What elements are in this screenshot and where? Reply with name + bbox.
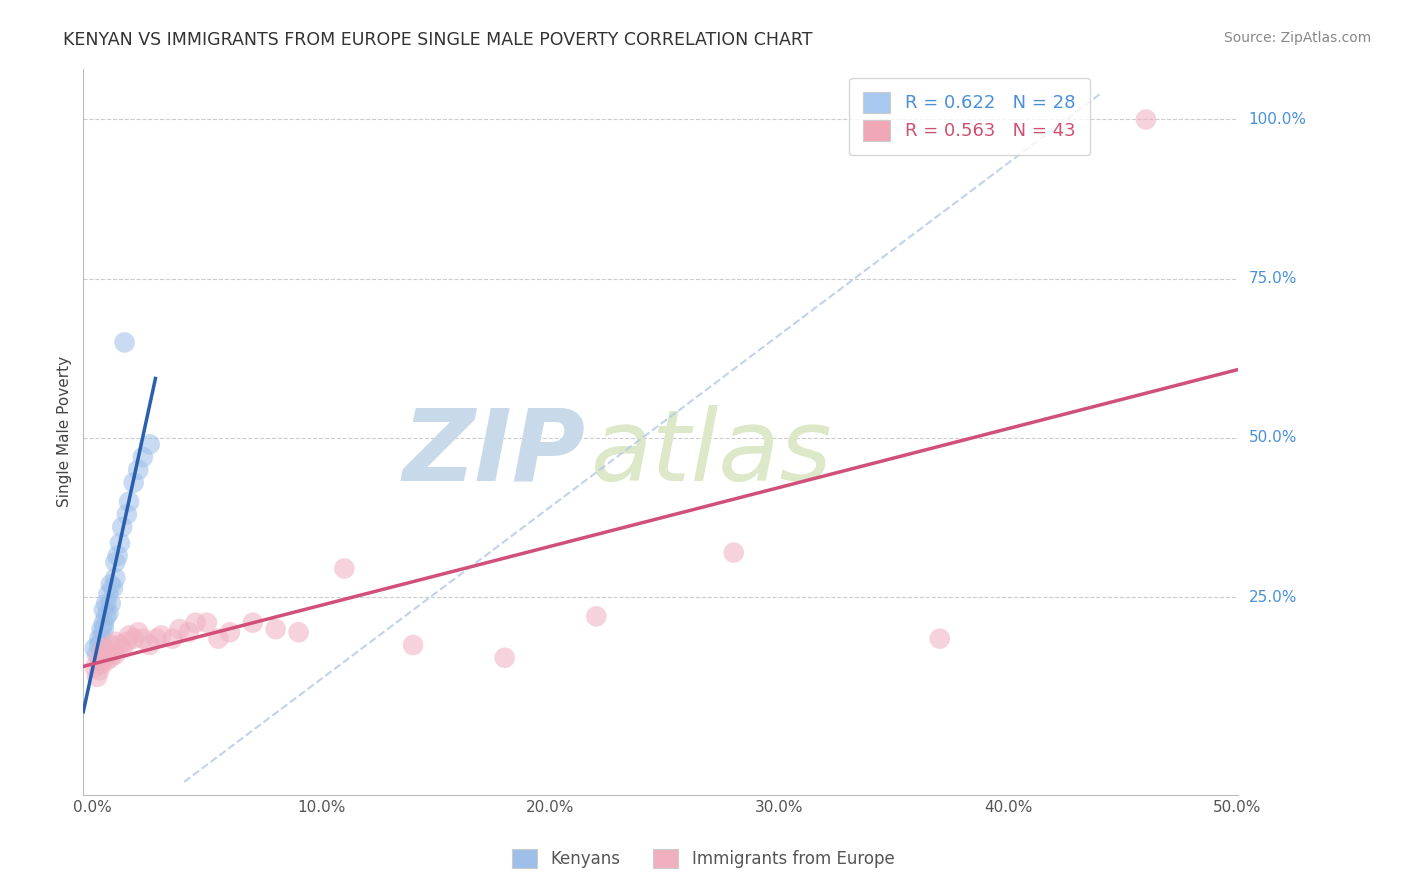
Point: [96, 644, 118, 658]
Point: [86, 670, 108, 684]
Point: [111, 520, 134, 534]
Text: 75.0%: 75.0%: [1249, 271, 1296, 286]
Point: [287, 625, 309, 640]
Point: [122, 475, 145, 490]
Point: [127, 463, 149, 477]
Text: 100.0%: 100.0%: [1249, 112, 1306, 127]
Point: [138, 638, 160, 652]
Point: [97, 606, 120, 620]
Point: [104, 635, 127, 649]
Point: [111, 641, 134, 656]
Legend: R = 0.622   N = 28, R = 0.563   N = 43: R = 0.622 N = 28, R = 0.563 N = 43: [849, 78, 1090, 155]
Point: [108, 536, 131, 550]
Point: [86, 648, 108, 662]
Point: [90, 622, 112, 636]
Point: [90, 648, 112, 662]
Point: [93, 641, 115, 656]
Point: [93, 650, 115, 665]
Point: [494, 650, 516, 665]
Text: 50.0%: 50.0%: [1249, 431, 1296, 445]
Point: [207, 632, 229, 646]
Point: [333, 561, 356, 575]
Text: 25.0%: 25.0%: [1249, 590, 1296, 605]
Point: [150, 628, 173, 642]
Point: [96, 597, 118, 611]
Point: [83, 641, 105, 656]
Point: [96, 609, 118, 624]
Point: [585, 609, 607, 624]
Text: KENYAN VS IMMIGRANTS FROM EUROPE SINGLE MALE POVERTY CORRELATION CHART: KENYAN VS IMMIGRANTS FROM EUROPE SINGLE …: [63, 31, 813, 49]
Point: [89, 638, 111, 652]
Point: [93, 622, 115, 636]
Point: [83, 660, 105, 674]
Point: [104, 648, 127, 662]
Point: [122, 632, 145, 646]
Text: ZIP: ZIP: [402, 405, 585, 502]
Point: [104, 571, 127, 585]
Point: [1135, 112, 1157, 127]
Point: [127, 625, 149, 640]
Point: [177, 625, 200, 640]
Point: [108, 638, 131, 652]
Point: [100, 638, 122, 652]
Point: [118, 628, 141, 642]
Point: [264, 622, 287, 636]
Point: [100, 597, 122, 611]
Point: [132, 632, 155, 646]
Legend: Kenyans, Immigrants from Europe: Kenyans, Immigrants from Europe: [505, 842, 901, 875]
Point: [90, 632, 112, 646]
Point: [101, 581, 124, 595]
Point: [928, 632, 950, 646]
Point: [218, 625, 240, 640]
Point: [138, 437, 160, 451]
Point: [97, 648, 120, 662]
Y-axis label: Single Male Poverty: Single Male Poverty: [58, 356, 72, 508]
Text: atlas: atlas: [591, 405, 832, 502]
Point: [100, 650, 122, 665]
Point: [118, 494, 141, 508]
Point: [169, 622, 191, 636]
Point: [402, 638, 425, 652]
Point: [90, 657, 112, 672]
Point: [93, 603, 115, 617]
Point: [104, 555, 127, 569]
Point: [93, 615, 115, 630]
Point: [115, 635, 138, 649]
Point: [89, 664, 111, 678]
Point: [89, 632, 111, 646]
Point: [132, 450, 155, 464]
Point: [96, 654, 118, 668]
Text: Source: ZipAtlas.com: Source: ZipAtlas.com: [1223, 31, 1371, 45]
Point: [100, 577, 122, 591]
Point: [145, 632, 167, 646]
Point: [184, 615, 207, 630]
Point: [162, 632, 184, 646]
Point: [89, 654, 111, 668]
Point: [114, 335, 136, 350]
Point: [195, 615, 218, 630]
Point: [242, 615, 264, 630]
Point: [101, 644, 124, 658]
Point: [115, 508, 138, 522]
Point: [107, 549, 129, 563]
Point: [723, 546, 745, 560]
Point: [97, 587, 120, 601]
